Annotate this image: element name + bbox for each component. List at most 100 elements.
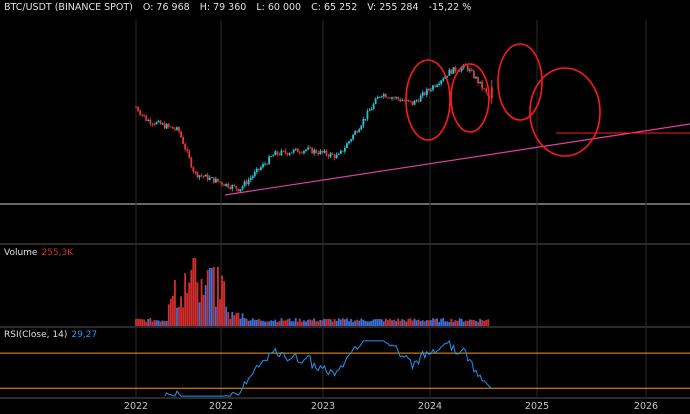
volume-bar <box>368 321 371 326</box>
volume-bar <box>399 320 402 326</box>
candle-body <box>260 167 262 170</box>
candle-body <box>411 101 414 105</box>
volume-bar <box>217 267 219 326</box>
candle-body <box>341 150 344 152</box>
volume-bar <box>196 282 199 326</box>
candle-body <box>425 89 428 95</box>
volume-bar <box>411 320 414 326</box>
candle-body <box>333 154 336 158</box>
volume-bar <box>374 319 377 326</box>
candle-body <box>262 164 264 168</box>
candle-body <box>331 153 334 155</box>
volume-bar <box>397 318 400 326</box>
candle-body <box>165 124 168 129</box>
volume-bar <box>382 321 385 326</box>
hand-drawn-circle[interactable] <box>450 63 490 133</box>
candle-body <box>278 154 281 156</box>
volume-bar <box>303 320 305 326</box>
candle-body <box>225 183 228 186</box>
volume-bar <box>247 320 250 326</box>
volume-bar <box>409 318 412 326</box>
trendline-layer[interactable] <box>224 123 690 196</box>
volume-bar <box>376 318 379 326</box>
volume-bar <box>321 320 324 326</box>
candle-body <box>151 123 154 125</box>
volume-bar <box>333 319 336 326</box>
symbol-name[interactable]: BTC/USDT (BINANCE SPOT) <box>4 2 133 13</box>
candle-body <box>329 153 332 157</box>
volume-bar <box>276 321 279 326</box>
volume-bar <box>329 319 332 326</box>
volume-bar <box>200 278 203 326</box>
candle-body <box>366 110 369 120</box>
ascending-trendline[interactable] <box>224 123 690 196</box>
ohlc-close: C: 65 252 <box>311 2 358 13</box>
candle-body <box>141 114 144 116</box>
volume-label[interactable]: Volume 255,3K <box>4 248 73 258</box>
volume-bar <box>157 320 160 326</box>
volume-bar <box>135 318 137 326</box>
candle-body <box>303 150 305 154</box>
volume-bar <box>419 320 422 326</box>
candle-body <box>249 178 252 180</box>
volume-bar <box>348 321 350 326</box>
candle-body <box>188 150 191 158</box>
candle-body <box>282 150 285 152</box>
candle-body <box>247 179 250 185</box>
volume-bar <box>253 319 256 326</box>
candle-body <box>384 94 387 98</box>
candle-body <box>337 153 340 155</box>
volume-bar <box>370 320 373 326</box>
volume-bar <box>354 320 357 326</box>
volume-bar <box>479 318 481 326</box>
volume-bar <box>270 320 273 326</box>
volume-bar <box>335 320 338 326</box>
volume-bar <box>202 295 205 326</box>
volume-bar <box>475 320 477 326</box>
hand-drawn-circle[interactable] <box>405 59 451 141</box>
candle-body <box>198 175 201 178</box>
volume-bar <box>227 312 230 326</box>
volume-bar <box>169 298 172 326</box>
volume-bar <box>145 321 148 326</box>
volume-bar <box>274 319 277 326</box>
candle-body <box>153 124 156 125</box>
candle-body <box>233 185 236 187</box>
volume-bar <box>147 318 150 326</box>
candle-body <box>407 99 410 101</box>
volume-bar <box>464 320 467 326</box>
volume-bar <box>141 319 144 326</box>
candle-body <box>159 120 162 125</box>
volume-bar <box>231 311 234 326</box>
candle-body <box>395 97 398 99</box>
volume-bar <box>167 304 170 326</box>
hand-drawn-circle[interactable] <box>497 43 543 121</box>
rsi-series <box>0 339 690 397</box>
candle-body <box>419 95 422 102</box>
annotation-circles[interactable] <box>405 43 601 157</box>
volume-bar <box>407 318 410 326</box>
candle-body <box>290 152 293 154</box>
candle-body <box>370 108 373 111</box>
volume-last-value: 255,3K <box>41 248 74 258</box>
candle-body <box>223 184 225 186</box>
volume-bar <box>243 317 246 326</box>
volume-bar <box>255 319 258 326</box>
candle-body <box>434 85 436 87</box>
volume-bar <box>358 320 361 326</box>
candle-body <box>460 67 463 71</box>
ohlc-volume: V: 255 284 <box>367 2 419 13</box>
volume-bar <box>212 266 215 326</box>
rsi-label[interactable]: RSI(Close, 14) 29,27 <box>4 330 97 340</box>
candle-body <box>268 156 271 165</box>
candle-body <box>182 137 185 145</box>
volume-bar <box>346 318 348 326</box>
volume-bar <box>458 318 461 326</box>
volume-bar <box>466 320 469 326</box>
candle-body <box>319 150 322 155</box>
x-tick-label: 2026 <box>633 401 659 412</box>
volume-bar <box>288 318 291 326</box>
hand-drawn-circle[interactable] <box>529 67 601 157</box>
